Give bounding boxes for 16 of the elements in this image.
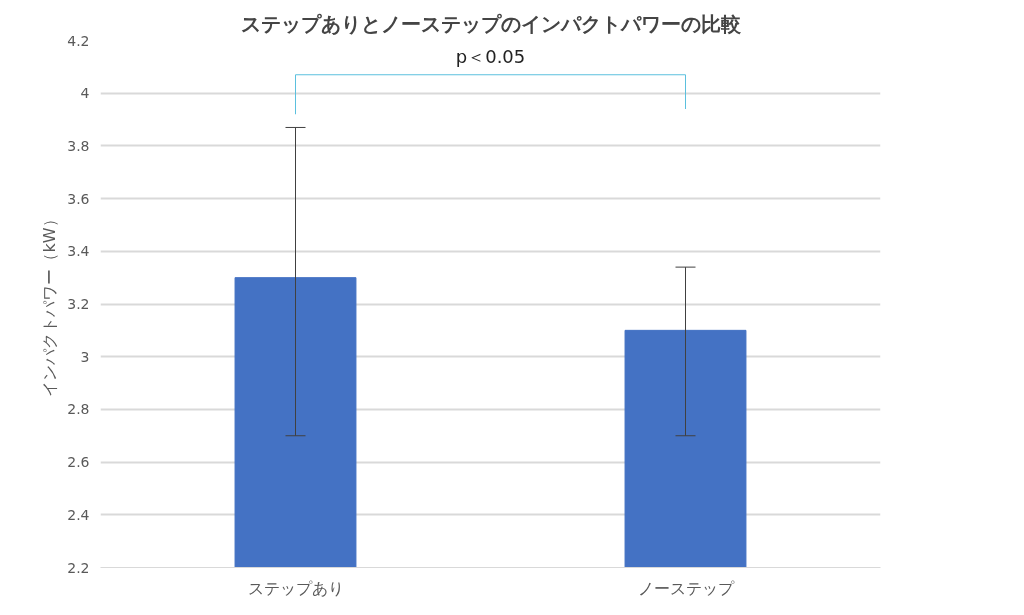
chart-title: ステップありとノーステップのインパクトパワーの比較 bbox=[240, 11, 742, 36]
x-tick-label: ノーステップ bbox=[637, 578, 735, 598]
x-tick-label: ステップあり bbox=[247, 578, 344, 598]
y-tick-label: 3 bbox=[80, 348, 90, 365]
y-tick-label: 2.8 bbox=[67, 401, 90, 418]
y-tick-label: 3.4 bbox=[67, 243, 90, 260]
y-tick-label: 4 bbox=[80, 85, 90, 102]
y-tick-label: 3.8 bbox=[67, 137, 90, 154]
y-axis-title: インパクトパワー（kW） bbox=[40, 211, 60, 397]
y-tick-label: 3.2 bbox=[67, 296, 90, 312]
y-tick-label: 2.6 bbox=[67, 454, 90, 471]
y-tick-label: 4.2 bbox=[67, 32, 90, 49]
y-tick-label: 2.4 bbox=[67, 506, 90, 523]
y-tick-label: 3.6 bbox=[67, 190, 90, 207]
annotation: p＜0.05 bbox=[455, 45, 526, 67]
y-tick-label: 2.2 bbox=[67, 559, 90, 576]
